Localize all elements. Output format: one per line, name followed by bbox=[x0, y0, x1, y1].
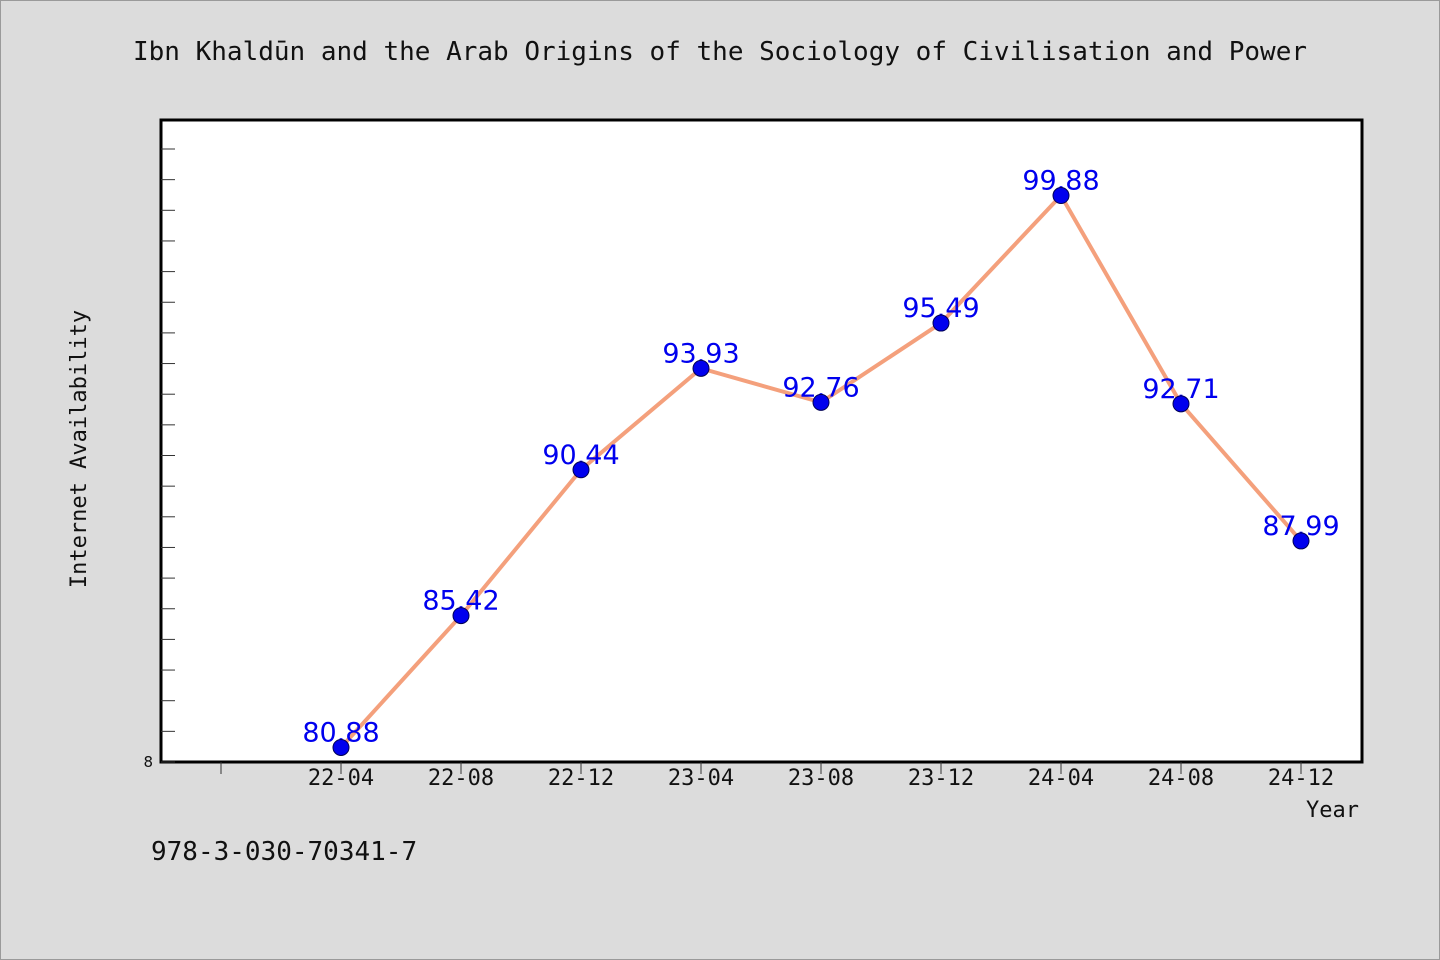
data-point bbox=[692, 359, 710, 377]
x-tick-label: 23-08 bbox=[788, 766, 854, 791]
chart-title: Ibn Khaldūn and the Arab Origins of the … bbox=[133, 37, 1307, 67]
x-tick-label: 22-12 bbox=[548, 766, 614, 791]
data-point bbox=[1172, 395, 1190, 413]
y-tick-label: 8 bbox=[143, 753, 153, 771]
x-tick-label: 22-04 bbox=[308, 766, 374, 791]
x-tick-label: 23-12 bbox=[908, 766, 974, 791]
x-tick-label: 24-04 bbox=[1028, 766, 1094, 791]
y-axis-label: Internet Availability bbox=[67, 310, 92, 588]
data-point bbox=[1052, 187, 1070, 205]
data-point bbox=[452, 607, 470, 625]
data-point bbox=[812, 393, 830, 411]
data-point bbox=[932, 314, 950, 332]
x-tick-label: 22-08 bbox=[428, 766, 494, 791]
data-point bbox=[1292, 532, 1310, 550]
footer-code: 978-3-030-70341-7 bbox=[151, 837, 418, 867]
x-tick-label: 24-12 bbox=[1268, 766, 1334, 791]
data-point bbox=[332, 738, 350, 756]
x-axis-label: Year bbox=[1306, 798, 1359, 823]
data-label-layer: 80.8885.4290.4493.9392.7695.4999.8892.71… bbox=[302, 166, 1340, 756]
x-tick-label: 24-08 bbox=[1148, 766, 1214, 791]
y-axis-ticks bbox=[161, 148, 175, 763]
data-point bbox=[572, 461, 590, 479]
x-axis-ticks: 22-04 22-08 22-12 23-04 23-08 23-12 24-04 24-08… bbox=[220, 762, 1334, 791]
plot-area bbox=[159, 118, 1364, 764]
x-tick-label: 23-04 bbox=[668, 766, 734, 791]
